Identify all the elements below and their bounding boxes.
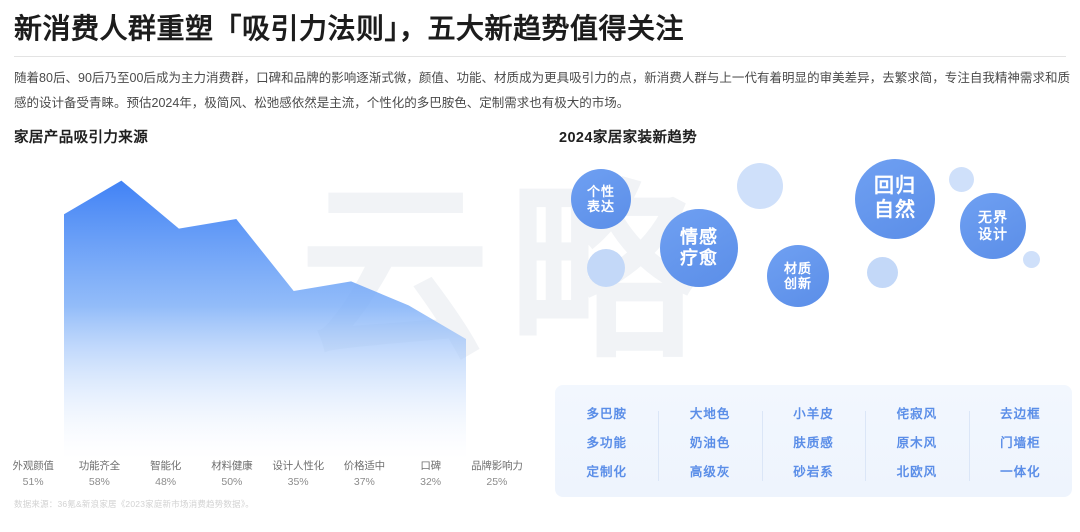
x-axis-tick: 外观颜值 51% bbox=[0, 459, 66, 505]
keyword-item[interactable]: 门墙柜 bbox=[1000, 435, 1041, 450]
keyword-item[interactable]: 去边框 bbox=[1000, 406, 1041, 421]
x-axis-category-label: 价格适中 bbox=[343, 460, 385, 472]
x-axis-category-label: 品牌影响力 bbox=[471, 460, 523, 472]
trend-bubble-emotional-healing[interactable]: 情感 疗愈 bbox=[660, 209, 738, 287]
bubble-label-line-2: 表达 bbox=[586, 199, 615, 214]
decorative-bubble-3 bbox=[949, 167, 974, 192]
x-axis-category-label: 智能化 bbox=[150, 460, 182, 472]
keyword-column: 小羊皮 肤质感 砂岩系 bbox=[761, 403, 865, 481]
x-axis-tick: 功能齐全 58% bbox=[66, 459, 132, 505]
keyword-item[interactable]: 原木风 bbox=[896, 435, 938, 450]
x-axis-value-label: 37% bbox=[353, 476, 375, 488]
decorative-bubble-5 bbox=[1023, 251, 1040, 268]
keyword-panel: 多巴胺 多功能 定制化 大地色 奶油色 高级灰 小羊皮 肤质感 砂岩系 侘寂风 原木风 北欧风 去边框门… bbox=[555, 385, 1072, 497]
x-axis-value-label: 51% bbox=[22, 476, 44, 488]
trend-bubble-cloud: 个性 表达 情感 疗愈 材质 创新 回归 自然 bbox=[545, 157, 1080, 497]
keyword-item[interactable]: 定制化 bbox=[586, 464, 627, 479]
intro-paragraph: 随着80后、90后乃至00后成为主力消费群，口碑和品牌的影响逐渐式微，颜值、功能… bbox=[14, 71, 1070, 110]
decorative-bubble-2 bbox=[587, 249, 625, 287]
x-axis-tick: 价格适中 37% bbox=[331, 459, 397, 505]
keyword-item[interactable]: 奶油色 bbox=[689, 435, 731, 450]
bubble-label-line-1: 材质 bbox=[783, 260, 812, 276]
keyword-column: 侘寂风 原木风 北欧风 bbox=[865, 403, 968, 481]
area-chart: 外观颜值 51% 功能齐全 58% 智能化 48% 材料健康 50% 设计人性化 35% 价格适中 3… bbox=[0, 159, 530, 488]
keyword-item[interactable]: 北欧风 bbox=[896, 464, 938, 479]
keyword-item[interactable]: 多巴胺 bbox=[586, 406, 627, 421]
x-axis-category-label: 外观颜值 bbox=[12, 460, 54, 472]
decorative-bubble-4 bbox=[867, 257, 898, 288]
right-section-title: 2024家居家装新趋势 bbox=[559, 130, 698, 146]
x-axis-value-label: 25% bbox=[486, 476, 508, 488]
keyword-item[interactable]: 多功能 bbox=[586, 435, 627, 450]
x-axis-value-label: 32% bbox=[420, 476, 442, 488]
x-axis-category-label: 材料健康 bbox=[211, 460, 253, 472]
keyword-item[interactable]: 砂岩系 bbox=[793, 464, 834, 479]
source-note: 数据来源：36氪&新浪家居《2023家庭新市场消费趋势数据》。 bbox=[14, 499, 254, 509]
keyword-column: 大地色 奶油色 高级灰 bbox=[658, 403, 761, 481]
x-axis-tick: 品牌影响力 25% bbox=[464, 459, 530, 505]
bubble-label-line-1: 情感 bbox=[680, 226, 718, 247]
bubble-label-line-2: 自然 bbox=[874, 199, 916, 221]
x-axis-value-label: 58% bbox=[88, 476, 110, 488]
trend-bubble-borderless-design[interactable]: 无界 设计 bbox=[960, 193, 1026, 259]
bubble-label-line-1: 个性 bbox=[586, 183, 615, 199]
decorative-bubble-1 bbox=[737, 163, 783, 209]
bubble-label-line-1: 无界 bbox=[978, 209, 1008, 226]
left-section-title: 家居产品吸引力来源 bbox=[14, 130, 149, 146]
bubble-label-line-2: 创新 bbox=[783, 276, 812, 291]
x-axis-category-label: 设计人性化 bbox=[272, 460, 324, 472]
keyword-column: 多巴胺 多功能 定制化 bbox=[555, 403, 658, 480]
x-axis-value-label: 48% bbox=[155, 476, 177, 488]
area-series bbox=[64, 180, 466, 459]
keyword-item[interactable]: 一体化 bbox=[1000, 464, 1041, 479]
x-axis-tick: 口碑 32% bbox=[398, 459, 464, 505]
keyword-item[interactable]: 小羊皮 bbox=[793, 406, 834, 421]
keyword-item[interactable]: 高级灰 bbox=[689, 464, 731, 479]
trend-bubble-personal-expression[interactable]: 个性 表达 bbox=[571, 169, 631, 229]
x-axis-tick: 材料健康 50% bbox=[199, 459, 265, 505]
keyword-item[interactable]: 大地色 bbox=[689, 406, 731, 421]
trend-bubble-material-innovation[interactable]: 材质 创新 bbox=[767, 245, 829, 307]
attractiveness-chart-panel: 家居产品吸引力来源 外观颜值 51% 功能齐全 58% 智能化 48% 材料健康 50% 设计人… bbox=[0, 126, 530, 506]
keyword-column: 去边框 门墙柜 一体化 bbox=[968, 403, 1072, 481]
x-axis-labels: 外观颜值 51% 功能齐全 58% 智能化 48% 材料健康 50% 设计人性化 35% 价格适中 3… bbox=[0, 459, 530, 505]
trend-bubble-return-to-nature[interactable]: 回归 自然 bbox=[855, 159, 935, 239]
x-axis-category-label: 功能齐全 bbox=[78, 460, 120, 472]
x-axis-value-label: 35% bbox=[287, 476, 309, 488]
bubble-label-line-2: 设计 bbox=[978, 226, 1008, 242]
x-axis-tick: 设计人性化 35% bbox=[265, 459, 331, 505]
page-title: 新消费人群重塑「吸引力法则」，五大新趋势值得关注 bbox=[14, 13, 685, 44]
x-axis-value-label: 50% bbox=[221, 476, 243, 488]
keyword-item[interactable]: 侘寂风 bbox=[896, 406, 938, 421]
x-axis-tick: 智能化 48% bbox=[133, 459, 199, 505]
x-axis-category-label: 口碑 bbox=[420, 460, 441, 472]
bubble-label-line-2: 疗愈 bbox=[680, 248, 718, 268]
keyword-item[interactable]: 肤质感 bbox=[793, 435, 834, 450]
title-divider bbox=[14, 56, 1066, 57]
trends-panel: 2024家居家装新趋势 个性 表达 情感 疗愈 bbox=[545, 126, 1080, 506]
bubble-label-line-1: 回归 bbox=[874, 175, 916, 198]
area-chart-svg bbox=[64, 180, 466, 459]
